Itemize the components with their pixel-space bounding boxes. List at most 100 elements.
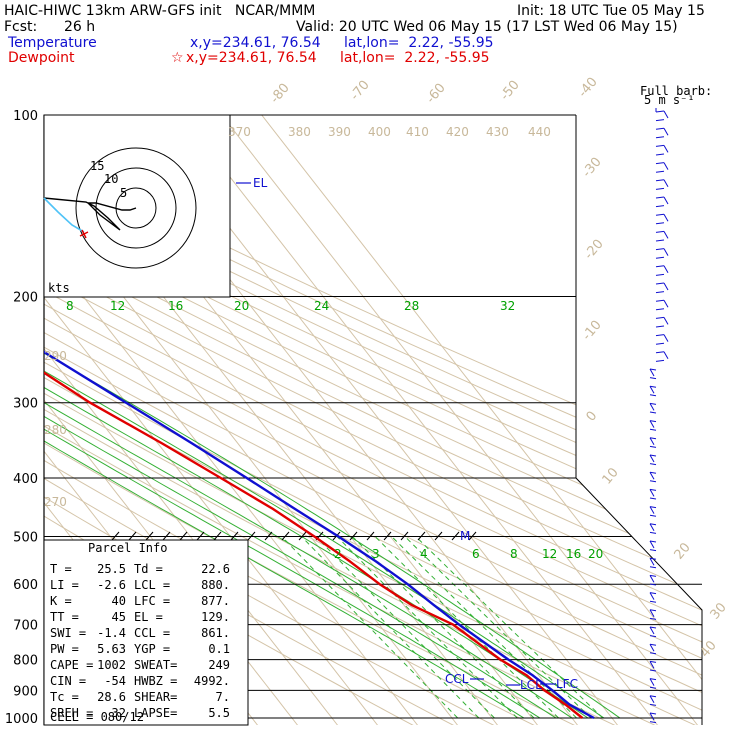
parcel-value: 877. [201, 594, 230, 608]
mixing-ratio-tick-label: 8 [510, 547, 518, 561]
el-annotation-label: EL [253, 176, 268, 190]
wind-barb-staff [649, 471, 657, 474]
moist-adiabat-line [44, 268, 605, 719]
isotherm-line [141, 115, 623, 725]
parcel-value: -2.6 [97, 578, 126, 592]
forecast-label: Fcst: [4, 19, 38, 35]
wind-barb-flag [649, 489, 655, 497]
lcl-annotation-label: LCL [520, 678, 542, 692]
dry-adiabat-line [44, 127, 702, 725]
parcel-value: 40 [112, 594, 126, 608]
wind-barb-flag [649, 454, 655, 463]
wind-barb-staff [655, 230, 665, 233]
wind-barb-staff [649, 523, 657, 526]
hodograph-ring-label: 10 [104, 172, 118, 186]
pressure-tick-label: 900 [13, 684, 38, 699]
hatch-mark [417, 531, 426, 541]
wind-barb-staff [649, 600, 657, 603]
dry-adiabat-line [44, 127, 702, 725]
moist-adiabat-tick-label: 20 [234, 299, 249, 313]
wind-barb-staff [655, 222, 665, 225]
pressure-tick-label: 800 [13, 654, 38, 669]
isotherm-tick-label: -80 [268, 81, 293, 107]
wind-barb-staff [649, 480, 657, 483]
chart-title: HAIC-HIWC 13km ARW-GFS init NCAR/MMM [4, 3, 316, 19]
isotherm-line [181, 115, 663, 725]
hatch-mark [230, 531, 239, 541]
hatch-mark [162, 531, 171, 541]
wind-barb-staff [655, 291, 665, 294]
wind-barb-staff [655, 256, 665, 259]
wind-barb-staff [655, 316, 665, 319]
parcel-value: 22.6 [201, 562, 230, 576]
mixing-ratio-tick-label: 3 [372, 547, 380, 561]
isotherm-line [221, 115, 702, 725]
wind-barb-staff [649, 506, 657, 509]
parcel-key: YGP = [134, 642, 170, 656]
dry-adiabat-tick-label: 410 [406, 125, 429, 139]
wind-barb-staff [649, 609, 657, 612]
wind-barb-flag [663, 231, 669, 239]
wind-barb-flag [649, 557, 655, 566]
wind-barb-flag [663, 145, 669, 153]
wind-panel-title: Full barb: [640, 84, 712, 98]
wind-barb-staff [655, 153, 665, 156]
wind-barb-staff [655, 325, 665, 328]
wind-barb-staff [655, 334, 665, 337]
wind-barb-staff [649, 574, 657, 577]
wind-barb-staff [649, 592, 657, 595]
isotherm-line [261, 115, 702, 725]
isotherm-line [44, 115, 423, 725]
wind-barb-staff [655, 299, 665, 302]
hodograph-trace [43, 197, 137, 231]
right-boundary [575, 115, 703, 725]
parcel-key: TT = [50, 610, 79, 624]
parcel-info-frame [43, 539, 249, 726]
temperature-profile-line [44, 115, 595, 720]
dry-adiabat-line [44, 127, 702, 725]
wind-barb-staff [655, 170, 665, 173]
wind-barb-panel: Full barb:5 m s⁻¹ [640, 84, 712, 724]
wind-barb-staff [655, 273, 665, 276]
wind-barb-staff [649, 402, 657, 405]
wind-barb-staff [655, 144, 665, 147]
parcel-key: CAPE = [50, 658, 93, 672]
wind-barb-staff [655, 359, 665, 362]
storm-motion-icon [79, 229, 89, 239]
wind-barb-staff [655, 179, 665, 182]
wind-barb-staff [649, 626, 657, 629]
wind-barb-flag [649, 368, 655, 377]
hatch-mark [366, 531, 375, 541]
parcel-value: 7. [216, 690, 230, 704]
wind-barb-staff [649, 411, 657, 414]
pressure-tick-label: 1000 [5, 712, 38, 727]
dry-adiabat-tick-label: 390 [328, 125, 351, 139]
wind-barb-staff [655, 162, 665, 165]
pressure-tick-label: 700 [13, 619, 38, 634]
wind-barb-flag [649, 643, 655, 652]
dry-adiabat-line [44, 127, 702, 725]
hatch-mark [434, 531, 443, 541]
dry-adiabat-line [44, 127, 702, 725]
mixing-ratio-line [415, 536, 604, 719]
isotherm-tick-label: 20 [672, 540, 694, 562]
hodograph-units-label: kts [48, 281, 70, 295]
mixing-ratio-line [336, 536, 518, 719]
m-annotation-label: M [460, 529, 470, 543]
wind-barb-staff [655, 351, 665, 354]
parcel-value: 45 [112, 610, 126, 624]
parcel-key: SWI = [50, 626, 86, 640]
isotherm-tick-label: -20 [582, 237, 607, 263]
isotherm-tick-label: -50 [498, 78, 523, 104]
hodograph-ring [75, 147, 197, 269]
hodograph-ring-label: 15 [90, 159, 104, 173]
isotherm-tick-label: -30 [580, 155, 605, 181]
parcel-value: 5.5 [208, 706, 230, 720]
parcel-key: LAPSE= [134, 706, 177, 720]
mixing-ratio-tick-label: 20 [588, 547, 603, 561]
wind-barb-staff [649, 660, 657, 663]
parcel-key: K = [50, 594, 72, 608]
parcel-value: -1.4 [97, 626, 126, 640]
dry-adiabat-tick-label: 430 [486, 125, 509, 139]
hatch-mark [400, 531, 409, 541]
